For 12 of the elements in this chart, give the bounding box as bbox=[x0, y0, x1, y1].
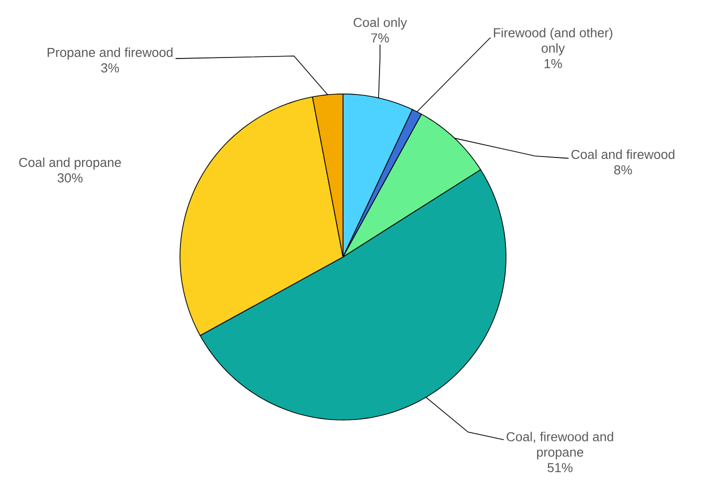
data-label: 1% bbox=[544, 59, 562, 68]
slice-label: Coal only bbox=[354, 18, 407, 30]
data-label: 3% bbox=[101, 63, 119, 72]
data-label: 51% bbox=[548, 463, 573, 472]
slice-label: Coal, firewood and propane bbox=[506, 432, 614, 460]
data-label: 30% bbox=[58, 173, 83, 182]
slice-label: Coal and firewood bbox=[571, 150, 674, 160]
slice-label: Coal and propane bbox=[19, 158, 121, 170]
slice-label: Firewood (and other) only bbox=[494, 28, 612, 56]
slice-label: Propane and firewood bbox=[48, 48, 173, 60]
data-label: 7% bbox=[371, 33, 389, 42]
data-label: 8% bbox=[614, 165, 632, 174]
